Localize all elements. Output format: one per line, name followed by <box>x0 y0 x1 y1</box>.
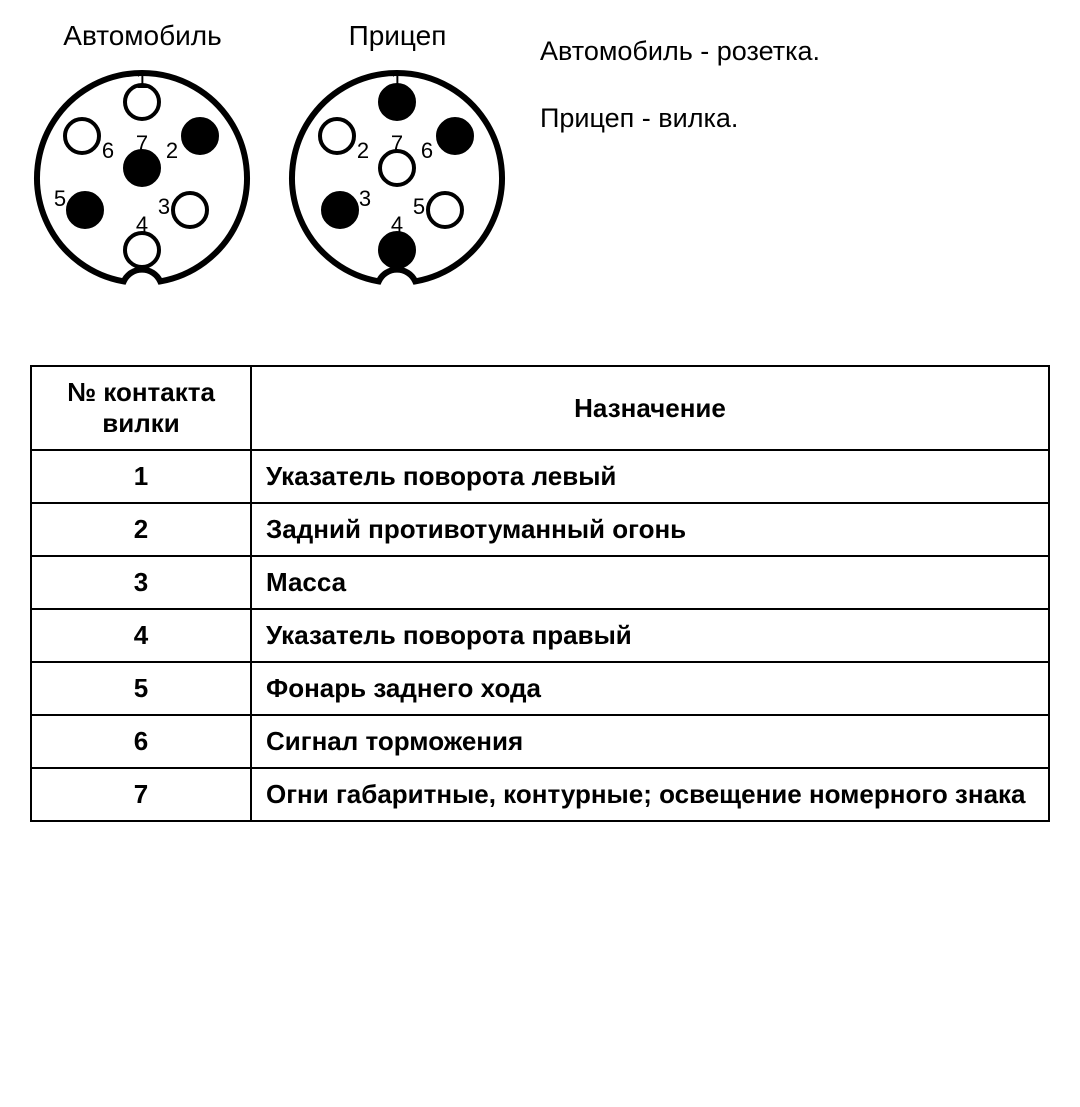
pin-4 <box>380 233 414 267</box>
legend-line-1: Автомобиль - розетка. <box>540 30 820 73</box>
pin-2 <box>320 119 354 153</box>
pin-label-1: 1 <box>136 68 148 93</box>
pin-5 <box>68 193 102 227</box>
cell-contact-number: 2 <box>31 503 251 556</box>
cell-contact-number: 7 <box>31 768 251 821</box>
pin-6 <box>65 119 99 153</box>
cell-description: Указатель поворота правый <box>251 609 1049 662</box>
pin-7 <box>380 151 414 185</box>
table-row: 4Указатель поворота правый <box>31 609 1049 662</box>
cell-contact-number: 3 <box>31 556 251 609</box>
pin-7 <box>125 151 159 185</box>
pin-label-6: 6 <box>102 138 114 163</box>
table-row: 2Задний противотуманный огонь <box>31 503 1049 556</box>
connector-group-0: Автомобиль 1 2 34 5 67 <box>30 20 255 305</box>
pin-label-4: 4 <box>136 212 148 237</box>
cell-contact-number: 4 <box>31 609 251 662</box>
pin-label-3: 3 <box>158 194 170 219</box>
cell-description: Огни габаритные, контурные; освещение но… <box>251 768 1049 821</box>
pin-3 <box>173 193 207 227</box>
cell-contact-number: 1 <box>31 450 251 503</box>
pin-label-6: 6 <box>421 138 433 163</box>
pin-label-2: 2 <box>357 138 369 163</box>
cell-contact-number: 6 <box>31 715 251 768</box>
connector-group-1: Прицеп 1 2 345 67 <box>285 20 510 305</box>
pin-label-7: 7 <box>136 131 148 156</box>
pin-5 <box>428 193 462 227</box>
pin-label-3: 3 <box>359 186 371 211</box>
pin-3 <box>323 193 357 227</box>
pin-label-5: 5 <box>413 194 425 219</box>
legend-line-2: Прицеп - вилка. <box>540 97 820 140</box>
pinout-table: № контакта вилки Назначение 1Указатель п… <box>30 365 1050 822</box>
cell-description: Фонарь заднего хода <box>251 662 1049 715</box>
pin-6 <box>438 119 472 153</box>
header-description: Назначение <box>251 366 1049 450</box>
pin-4 <box>125 233 159 267</box>
connector-diagram-0: 1 2 34 5 67 <box>30 60 255 305</box>
connector-title-0: Автомобиль <box>63 20 221 52</box>
pin-label-5: 5 <box>54 186 66 211</box>
legend: Автомобиль - розетка. Прицеп - вилка. <box>540 20 820 305</box>
connector-diagram-1: 1 2 345 67 <box>285 60 510 305</box>
table-row: 5Фонарь заднего хода <box>31 662 1049 715</box>
header-contact-number: № контакта вилки <box>31 366 251 450</box>
table-header-row: № контакта вилки Назначение <box>31 366 1049 450</box>
table-row: 1Указатель поворота левый <box>31 450 1049 503</box>
cell-description: Сигнал торможения <box>251 715 1049 768</box>
pin-label-1: 1 <box>391 68 403 93</box>
pin-2 <box>183 119 217 153</box>
pin-label-2: 2 <box>166 138 178 163</box>
pin-label-7: 7 <box>391 131 403 156</box>
table-row: 6Сигнал торможения <box>31 715 1049 768</box>
connectors-container: Автомобиль1234567Прицеп1234567 <box>30 20 510 305</box>
cell-description: Указатель поворота левый <box>251 450 1049 503</box>
cell-description: Масса <box>251 556 1049 609</box>
cell-contact-number: 5 <box>31 662 251 715</box>
table-row: 3Масса <box>31 556 1049 609</box>
table-row: 7Огни габаритные, контурные; освещение н… <box>31 768 1049 821</box>
connector-title-1: Прицеп <box>349 20 447 52</box>
cell-description: Задний противотуманный огонь <box>251 503 1049 556</box>
pin-label-4: 4 <box>391 212 403 237</box>
top-section: Автомобиль1234567Прицеп1234567 Автомобил… <box>30 20 1050 305</box>
